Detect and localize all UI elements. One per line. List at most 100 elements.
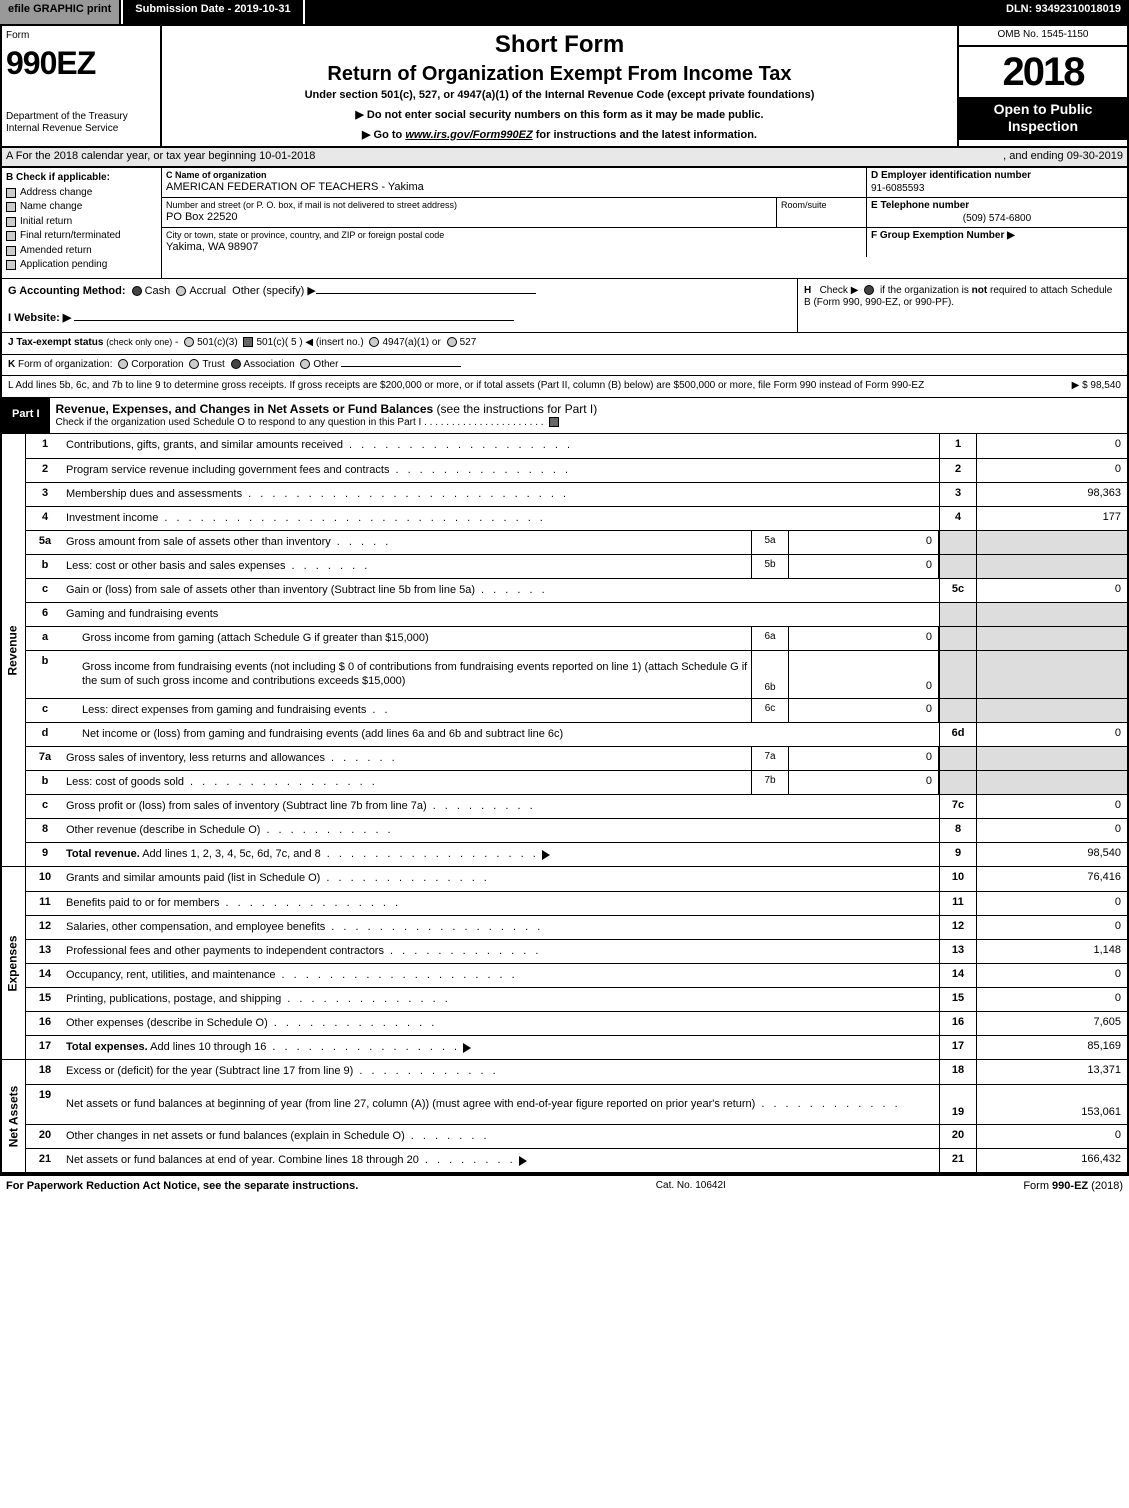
line-6-box: [939, 603, 977, 626]
line-19-desc: Net assets or fund balances at beginning…: [64, 1085, 939, 1124]
line-6b-num: b: [26, 651, 64, 698]
line-5c-num: c: [26, 579, 64, 602]
header-right: OMB No. 1545-1150 2018 Open to Public In…: [957, 26, 1127, 146]
irs-link[interactable]: www.irs.gov/Form990EZ: [405, 129, 532, 141]
i-label: I Website: ▶: [8, 312, 71, 324]
header-left: Form 990EZ Department of the Treasury In…: [2, 26, 162, 146]
submission-date-button[interactable]: Submission Date - 2019-10-31: [121, 0, 304, 24]
line-16-num: 16: [26, 1012, 64, 1035]
line-7c-box: 7c: [939, 795, 977, 818]
line-6c-num: c: [26, 699, 64, 722]
section-l: L Add lines 5b, 6c, and 7b to line 9 to …: [2, 376, 1127, 398]
expenses-section: Expenses 10Grants and similar amounts pa…: [2, 867, 1127, 1060]
radio-4947[interactable]: [369, 337, 379, 347]
part-i-header: Part I Revenue, Expenses, and Changes in…: [2, 398, 1127, 435]
checkbox-initial-return[interactable]: [6, 217, 16, 227]
line-6b-val: [977, 651, 1127, 698]
spacer: [305, 0, 998, 24]
expenses-lines: 10Grants and similar amounts paid (list …: [26, 867, 1127, 1059]
net-assets-lines: 18Excess or (deficit) for the year (Subt…: [26, 1060, 1127, 1172]
section-a-end: , and ending 09-30-2019: [1003, 150, 1123, 164]
line-5a-desc: Gross amount from sale of assets other t…: [64, 531, 751, 554]
efile-print-button[interactable]: efile GRAPHIC print: [0, 0, 121, 24]
radio-trust[interactable]: [189, 359, 199, 369]
line-14-val: 0: [977, 964, 1127, 987]
line-4-val: 177: [977, 507, 1127, 530]
check-schedule-o[interactable]: [549, 417, 559, 427]
checkbox-final-return[interactable]: [6, 231, 16, 241]
radio-accrual[interactable]: [176, 286, 186, 296]
sections-gi: G Accounting Method: Cash Accrual Other …: [2, 279, 797, 333]
line-19-box: 19: [939, 1085, 977, 1124]
line-7b-mv: 0: [789, 771, 939, 794]
g-accrual: Accrual: [189, 285, 226, 297]
d-label: D Employer identification number: [871, 170, 1123, 183]
g-other-blank[interactable]: [316, 293, 536, 294]
b-title: B Check if applicable:: [6, 172, 157, 185]
line-6d-box: 6d: [939, 723, 977, 746]
line-6-val: [977, 603, 1127, 626]
line-5b-num: b: [26, 555, 64, 578]
dln-label: DLN: 93492310018019: [998, 0, 1129, 24]
line-3-num: 3: [26, 483, 64, 506]
line-18-val: 13,371: [977, 1060, 1127, 1084]
ein-value: 91-6085593: [871, 183, 1123, 196]
section-c-city: City or town, state or province, country…: [162, 228, 867, 257]
radio-association[interactable]: [231, 359, 241, 369]
line-5b-desc: Less: cost or other basis and sales expe…: [64, 555, 751, 578]
section-e: E Telephone number (509) 574-6800: [867, 198, 1127, 227]
sections-bcdef: B Check if applicable: Address change Na…: [2, 168, 1127, 279]
part-i-title-text: Revenue, Expenses, and Changes in Net As…: [56, 402, 434, 416]
c-label: C Name of organization: [166, 170, 862, 181]
checkbox-application-pending[interactable]: [6, 260, 16, 270]
section-i: I Website: ▶: [8, 312, 791, 326]
line-17-num: 17: [26, 1036, 64, 1059]
line-6a-num: a: [26, 627, 64, 650]
line-10-num: 10: [26, 867, 64, 891]
line-1-num: 1: [26, 434, 64, 458]
b-item-5: Application pending: [20, 259, 107, 272]
radio-527[interactable]: [447, 337, 457, 347]
line-7a-mv: 0: [789, 747, 939, 770]
line-5c-box: 5c: [939, 579, 977, 602]
section-f: F Group Exemption Number ▶: [867, 228, 1127, 257]
radio-501c3[interactable]: [184, 337, 194, 347]
k-other-blank[interactable]: [341, 366, 461, 367]
checkbox-501c[interactable]: [243, 337, 253, 347]
section-b: B Check if applicable: Address change Na…: [2, 168, 162, 278]
line-9-val: 98,540: [977, 843, 1127, 866]
website-blank[interactable]: [74, 320, 514, 321]
line-9-box: 9: [939, 843, 977, 866]
line-4-desc: Investment income. . . . . . . . . . . .…: [64, 507, 939, 530]
form-number: 990EZ: [6, 43, 156, 83]
line-21-num: 21: [26, 1149, 64, 1172]
line-6a-box: [939, 627, 977, 650]
line-17-val: 85,169: [977, 1036, 1127, 1059]
form-header: Form 990EZ Department of the Treasury In…: [2, 26, 1127, 148]
top-bar: efile GRAPHIC print Submission Date - 20…: [0, 0, 1129, 24]
line-17-desc: Total expenses. Add lines 10 through 16.…: [64, 1036, 939, 1059]
line-2-desc: Program service revenue including govern…: [64, 459, 939, 482]
line-14-num: 14: [26, 964, 64, 987]
line-8-desc: Other revenue (describe in Schedule O). …: [64, 819, 939, 842]
checkbox-name-change[interactable]: [6, 202, 16, 212]
title-short-form: Short Form: [168, 30, 951, 60]
addr-value: PO Box 22520: [166, 211, 772, 225]
line-1-val: 0: [977, 434, 1127, 458]
line-9-num: 9: [26, 843, 64, 866]
triangle-icon: [463, 1043, 471, 1053]
radio-h[interactable]: [864, 285, 874, 295]
radio-cash[interactable]: [132, 286, 142, 296]
tax-year: 2018: [959, 47, 1127, 97]
checkbox-address-change[interactable]: [6, 188, 16, 198]
radio-other[interactable]: [300, 359, 310, 369]
part-i-label: Part I: [2, 404, 50, 426]
line-11-num: 11: [26, 892, 64, 915]
page-footer: For Paperwork Reduction Act Notice, see …: [0, 1176, 1129, 1198]
section-g: G Accounting Method: Cash Accrual Other …: [8, 285, 791, 299]
line-6c-mv: 0: [789, 699, 939, 722]
radio-corporation[interactable]: [118, 359, 128, 369]
form-container: Form 990EZ Department of the Treasury In…: [0, 24, 1129, 1176]
checkbox-amended-return[interactable]: [6, 246, 16, 256]
line-6b-mv: 0: [789, 651, 939, 698]
